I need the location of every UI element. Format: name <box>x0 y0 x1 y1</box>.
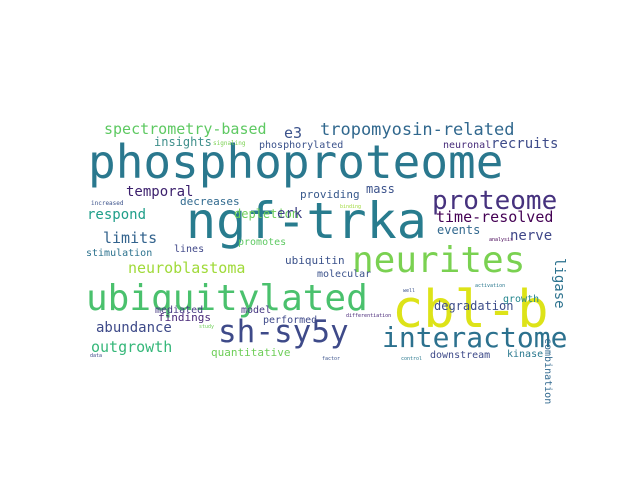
cloud-word-abundance: abundance <box>96 320 172 336</box>
cloud-word-tropomyosin-related: tropomyosin-related <box>320 120 514 140</box>
cloud-word-factor: factor <box>322 356 340 362</box>
cloud-word-mass: mass <box>366 182 395 196</box>
cloud-word-events: events <box>437 223 480 237</box>
cloud-word-e3: e3 <box>284 124 302 142</box>
cloud-word-quantitative: quantitative <box>211 346 290 359</box>
cloud-word-temporal: temporal <box>126 184 193 200</box>
cloud-word-lines: lines <box>174 244 204 255</box>
cloud-word-neurites: neurites <box>352 240 525 281</box>
cloud-word-well: well <box>403 288 415 294</box>
cloud-word-downstream: downstream <box>430 350 490 361</box>
cloud-word-analysis: analysis <box>489 237 513 243</box>
cloud-word-insights: insights <box>154 135 212 149</box>
cloud-word-recruits: recruits <box>491 136 558 152</box>
cloud-word-phosphorylated: phosphorylated <box>259 140 343 151</box>
cloud-word-outgrowth: outgrowth <box>91 338 172 356</box>
cloud-word-model: model <box>241 305 271 316</box>
cloud-word-binding: binding <box>340 204 361 210</box>
cloud-word-growth: growth <box>503 294 539 305</box>
cloud-word-study: study <box>199 324 214 330</box>
cloud-word-data: data <box>90 353 102 359</box>
cloud-word-decreases: decreases <box>180 195 240 208</box>
cloud-word-ubiquitylated: ubiquitylated <box>86 278 368 319</box>
cloud-word-time-resolved: time-resolved <box>436 208 553 226</box>
cloud-word-signaling: signaling <box>213 140 246 147</box>
cloud-word-performed: performed <box>263 315 317 326</box>
cloud-word-molecular: molecular <box>317 269 371 280</box>
cloud-word-providing: providing <box>300 188 360 201</box>
cloud-word-nerve: nerve <box>510 228 552 244</box>
cloud-word-erk: erk <box>277 206 303 222</box>
cloud-word-differentiation: differentiation <box>346 313 391 319</box>
cloud-word-phosphoproteome: phosphoproteome <box>88 135 503 189</box>
cloud-word-respond: respond <box>87 207 146 223</box>
cloud-word-cbl-b: cbl-b <box>392 280 549 340</box>
cloud-word-ngf-trka: ngf-trka <box>186 192 427 250</box>
cloud-word-interactome: interactome <box>382 321 567 354</box>
cloud-word-spectrometry-based: spectrometry-based <box>104 120 267 138</box>
cloud-word-limits: limits <box>103 229 157 247</box>
cloud-word-neuronal: neuronal <box>443 140 491 151</box>
cloud-word-neuroblastoma: neuroblastoma <box>128 259 245 277</box>
cloud-word-stimulation: stimulation <box>86 248 152 259</box>
cloud-word-sh-sy5y: sh-sy5y <box>218 314 349 350</box>
cloud-word-control: control <box>401 356 422 362</box>
cloud-word-proteome: proteome <box>432 186 557 216</box>
cloud-word-depletion: depletion <box>234 207 299 221</box>
cloud-word-findings: findings <box>158 311 211 324</box>
cloud-word-kinase: kinase <box>507 349 543 360</box>
cloud-word-ligase: ligase <box>551 258 567 309</box>
cloud-word-mediated: mediated <box>155 305 203 316</box>
cloud-word-increased: increased <box>91 200 124 207</box>
cloud-word-ubiquitin: ubiquitin <box>285 254 345 267</box>
cloud-word-combination: combination <box>542 338 553 404</box>
cloud-word-activation: activation <box>475 283 505 289</box>
cloud-word-promotes: promotes <box>238 237 286 248</box>
cloud-word-degradation: degradation <box>434 299 513 313</box>
